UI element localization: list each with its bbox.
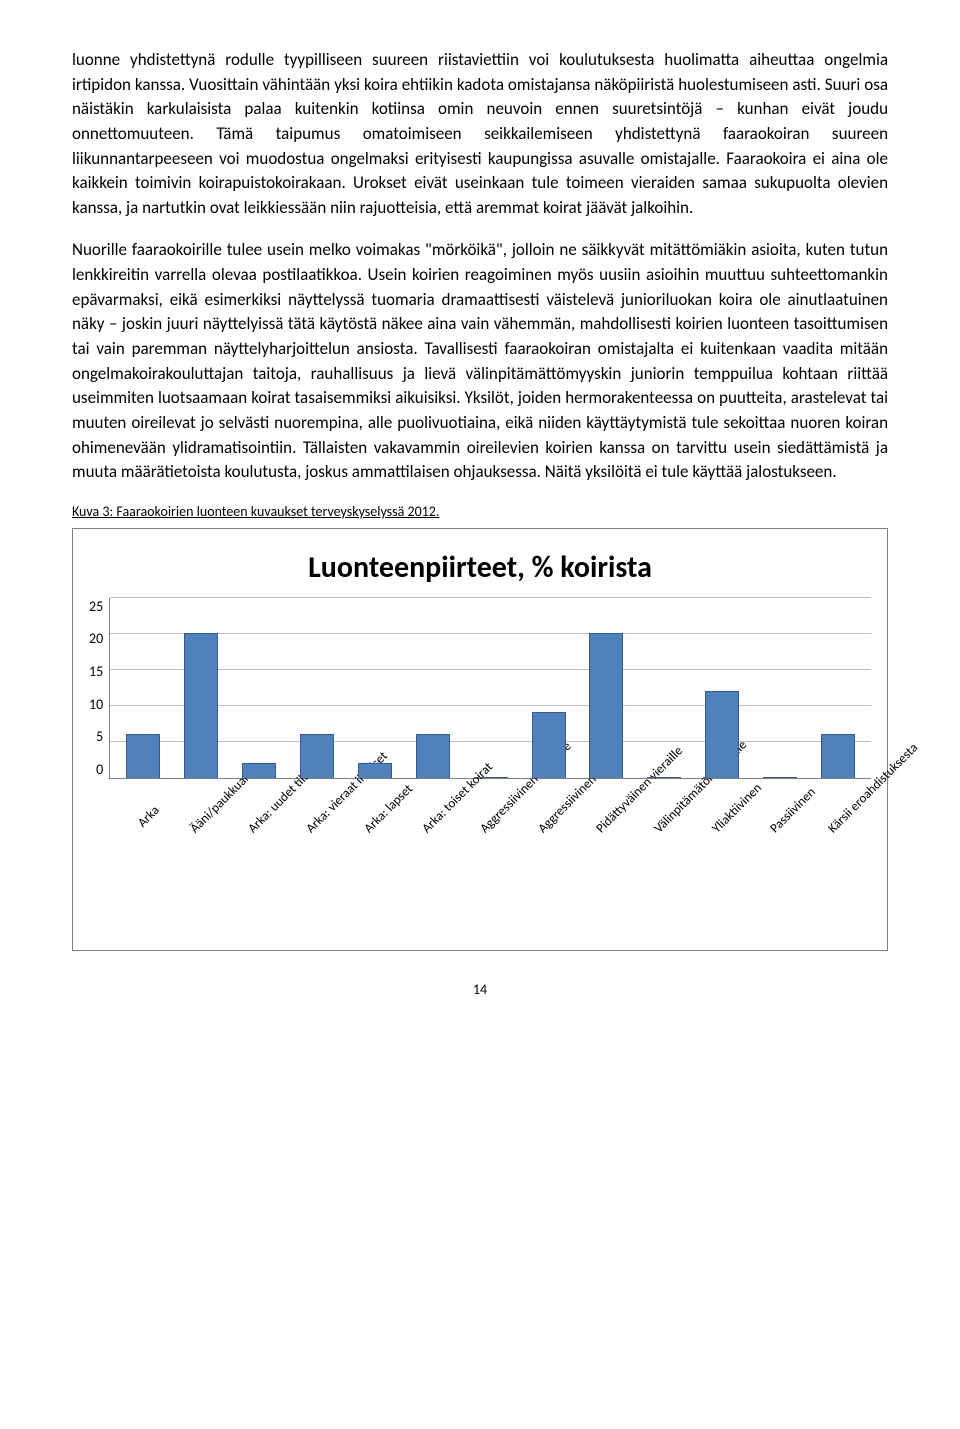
bar [184, 633, 218, 778]
y-tick: 5 [89, 728, 103, 745]
bar [647, 777, 681, 778]
y-tick: 0 [89, 761, 103, 778]
bar [589, 633, 623, 778]
plot-wrap: ArkaÄäni/paukkuarkaArka: uudet tilanteet… [109, 598, 871, 940]
bar [821, 734, 855, 778]
document-page: luonne yhdistettynä rodulle tyypilliseen… [0, 0, 960, 1038]
y-tick: 20 [89, 630, 103, 647]
figure-caption: Kuva 3: Faaraokoirien luonteen kuvaukset… [72, 503, 888, 520]
y-tick: 15 [89, 663, 103, 680]
bar [358, 763, 392, 778]
bar [300, 734, 334, 778]
plot [109, 598, 871, 779]
bar [242, 763, 276, 778]
bar [126, 734, 160, 778]
paragraph-1: luonne yhdistettynä rodulle tyypilliseen… [72, 48, 888, 220]
chart-title: Luonteenpiirteet, % koirista [89, 549, 871, 586]
y-tick: 10 [89, 696, 103, 713]
grid-line [110, 705, 871, 706]
bar [416, 734, 450, 778]
bar [763, 777, 797, 778]
grid-line [110, 741, 871, 742]
paragraph-2: Nuorille faaraokoirille tulee usein melk… [72, 238, 888, 484]
x-labels: ArkaÄäni/paukkuarkaArka: uudet tilanteet… [109, 785, 871, 800]
grid-line [110, 633, 871, 634]
bar [532, 712, 566, 778]
bar [705, 691, 739, 778]
grid-line [110, 669, 871, 670]
chart-area: 25 20 15 10 5 0 ArkaÄäni/paukkuarkaArka: uude… [89, 598, 871, 940]
grid-line [110, 597, 871, 598]
y-axis: 25 20 15 10 5 0 [89, 598, 109, 778]
y-tick: 25 [89, 598, 103, 615]
page-number: 14 [72, 981, 888, 998]
bar [474, 777, 508, 778]
temperament-chart: Luonteenpiirteet, % koirista 25 20 15 10 5 0 … [72, 528, 888, 951]
